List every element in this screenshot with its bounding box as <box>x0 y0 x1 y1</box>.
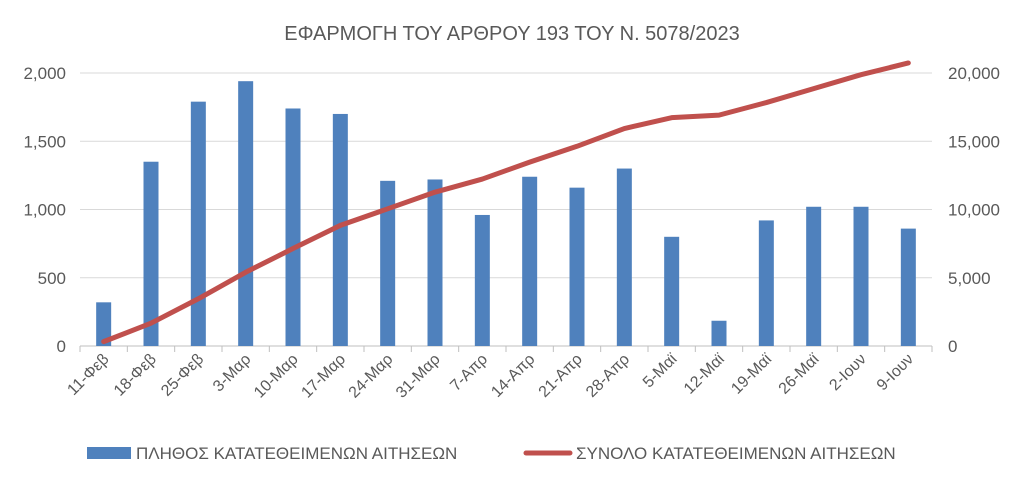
bar <box>96 302 112 346</box>
bar <box>285 108 301 347</box>
x-tick-label: 25-Φεβ <box>158 351 207 400</box>
x-tick-label: 2-Ιουν <box>826 351 869 394</box>
x-tick-label: 17-Μαρ <box>298 351 349 402</box>
bar <box>143 161 159 346</box>
x-tick-label: 9-Ιουν <box>874 351 917 394</box>
bar <box>758 220 774 346</box>
line-series <box>101 60 911 345</box>
right-tick-label: 10,000 <box>948 201 1000 220</box>
right-tick-label: 15,000 <box>948 132 1000 151</box>
x-tick-label: 14-Απρ <box>488 351 538 401</box>
x-tick-label: 10-Μαρ <box>251 351 302 402</box>
legend: ΠΛΗΘΟΣ ΚΑΤΑΤΕΘΕΙΜΕΝΩΝ ΑΙΤΗΣΕΩΝ ΣΥΝΟΛΟ ΚΑ… <box>87 444 896 463</box>
bar <box>664 236 680 346</box>
left-axis: 0 500 1,000 1,500 2,000 <box>23 64 66 356</box>
bar <box>711 320 727 346</box>
right-axis: 0 5,000 10,000 15,000 20,000 <box>948 64 1000 356</box>
legend-line-label: ΣΥΝΟΛΟ ΚΑΤΑΤΕΘΕΙΜΕΝΩΝ ΑΙΤΗΣΕΩΝ <box>576 444 896 463</box>
bar <box>806 206 822 346</box>
left-tick-label: 1,000 <box>23 201 66 220</box>
legend-bar-swatch <box>87 447 131 459</box>
bar-series <box>96 81 916 347</box>
left-tick-label: 500 <box>38 269 66 288</box>
right-tick-label: 0 <box>948 337 957 356</box>
x-tick-label: 3-Μαρ <box>210 351 254 395</box>
x-tick-label: 12-Μαϊ <box>681 350 728 397</box>
bar <box>853 206 869 346</box>
cumulative-line <box>101 60 911 345</box>
x-tick-label: 28-Απρ <box>583 351 633 401</box>
x-tick-label: 11-Φεβ <box>64 351 112 399</box>
x-tick-label: 18-Φεβ <box>111 351 160 400</box>
bar <box>522 176 538 346</box>
grid-lines <box>79 72 933 352</box>
right-tick-label: 5,000 <box>948 269 991 288</box>
x-tick-label: 24-Μαρ <box>346 351 397 402</box>
bar <box>474 214 490 346</box>
x-tick-label: 26-Μαϊ <box>776 350 823 397</box>
right-tick-label: 20,000 <box>948 64 1000 83</box>
x-tick-label: 5-Μαϊ <box>640 350 681 391</box>
bar <box>427 179 443 346</box>
bar <box>616 168 632 346</box>
bar <box>569 187 585 346</box>
x-tick-label: 19-Μαϊ <box>728 350 775 397</box>
chart-title: ΕΦΑΡΜΟΓΗ ΤΟΥ ΑΡΘΡΟΥ 193 ΤΟΥ Ν. 5078/2023 <box>284 23 739 45</box>
x-tick-label: 7-Απρ <box>447 351 491 395</box>
legend-bar-label: ΠΛΗΘΟΣ ΚΑΤΑΤΕΘΕΙΜΕΝΩΝ ΑΙΤΗΣΕΩΝ <box>136 444 457 463</box>
bar <box>332 113 348 346</box>
x-tick-label: 31-Μαρ <box>393 351 444 402</box>
bar <box>900 228 916 346</box>
left-tick-label: 2,000 <box>23 64 66 83</box>
bar <box>238 81 254 346</box>
x-tick-label: 21-Απρ <box>536 351 586 401</box>
bar <box>190 101 206 346</box>
left-tick-label: 0 <box>57 337 66 356</box>
left-tick-label: 1,500 <box>23 132 66 151</box>
bar <box>380 180 396 346</box>
